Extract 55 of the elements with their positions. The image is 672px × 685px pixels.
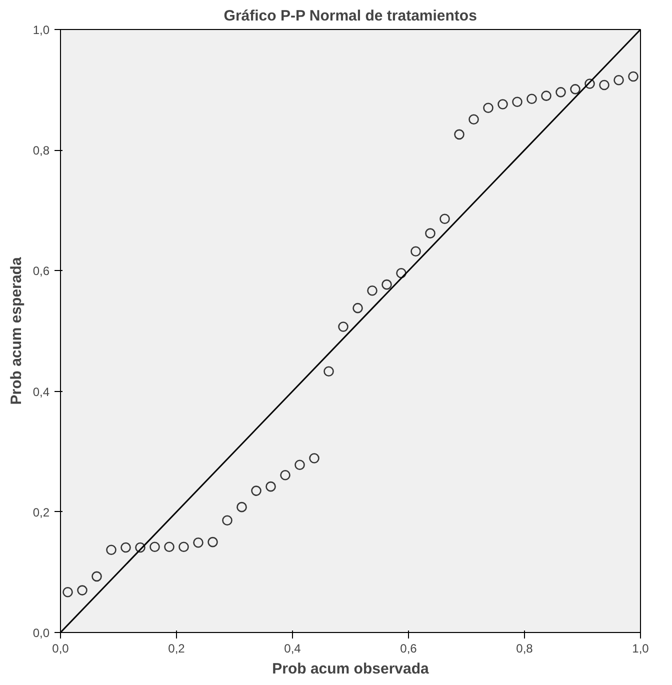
point [352,302,363,314]
point [570,84,580,94]
y-tick-label: 0,0 [32,626,50,640]
x-tick-label: 0,6 [400,642,418,656]
point [135,542,146,553]
y-tick-label: 1,0 [32,23,50,37]
x-axis-title: Prob acum observada [272,660,430,678]
point [396,268,406,278]
y-tick-label: 0,4 [32,384,50,399]
x-tick-label: 0,2 [168,642,186,656]
point [251,486,262,496]
point [628,71,638,82]
point [92,571,102,582]
point [280,470,290,480]
y-tick-label: 0,6 [32,264,50,278]
point [77,585,88,596]
point [483,102,494,114]
point [382,279,392,290]
point [440,214,450,224]
point [193,538,204,548]
point [614,75,624,86]
point [512,96,522,107]
point [468,114,479,124]
point [294,460,305,470]
point [62,586,73,598]
point [120,542,131,553]
point [236,502,247,512]
point [266,481,276,492]
point [324,366,334,377]
x-tick-label: 0,4 [284,642,302,656]
x-tick-label: 0,0 [52,642,70,656]
point [222,515,232,526]
point [309,453,320,464]
point [584,78,595,89]
point [106,544,116,556]
point [178,542,189,552]
point [454,129,464,140]
point [367,285,378,296]
chart-title: Gráfico P-P Normal de tratamientos [224,8,477,24]
x-tick-label: 0,8 [516,642,534,656]
point [164,542,174,552]
point [338,322,348,332]
point [498,99,508,110]
point [556,87,566,98]
point [150,542,160,552]
point [208,536,218,548]
y-tick-label: 0,8 [32,144,50,158]
y-tick-label: 0,2 [32,505,50,520]
y-axis-title: Prob acum esperada [8,256,25,405]
point [410,246,421,257]
x-tick-label: 1,0 [632,642,650,656]
point [541,90,552,101]
point [425,228,436,238]
point [526,94,537,104]
point [599,80,610,90]
